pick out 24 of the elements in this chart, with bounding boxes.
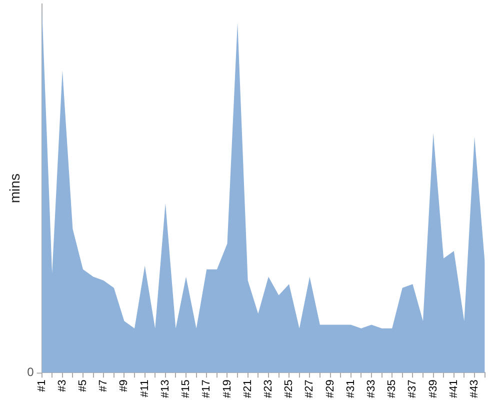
x-tick-label: #35 <box>386 380 398 398</box>
text: 0 <box>27 364 34 379</box>
x-tick-label: #31 <box>344 380 357 398</box>
x-tick-label: #43 <box>468 380 481 398</box>
x-tick-label: #17 <box>200 380 213 398</box>
x-tick-label: #25 <box>283 380 296 398</box>
x-tick-label: #1 <box>36 380 48 392</box>
x-tick-label: #21 <box>242 380 254 398</box>
x-tick-label: #23 <box>262 380 274 398</box>
x-tick-label: #41 <box>448 380 460 398</box>
x-tick-label: #11 <box>138 380 151 398</box>
x-tick-label: #13 <box>159 380 172 398</box>
x-tick-label: #37 <box>406 380 419 398</box>
x-tick-label: #33 <box>366 380 378 398</box>
x-tick-label: #39 <box>427 380 440 398</box>
y-axis-title: mins <box>6 174 22 204</box>
x-tick-label: #7 <box>98 380 110 392</box>
x-tick-label: #19 <box>221 380 234 398</box>
x-tick-label: #27 <box>304 380 316 398</box>
x-tick-label: #3 <box>56 380 68 392</box>
x-tick-label: #29 <box>324 380 336 398</box>
x-tick-label: #5 <box>77 380 90 392</box>
x-tick-label: #9 <box>118 380 130 392</box>
x-tick-label: #15 <box>180 380 192 398</box>
